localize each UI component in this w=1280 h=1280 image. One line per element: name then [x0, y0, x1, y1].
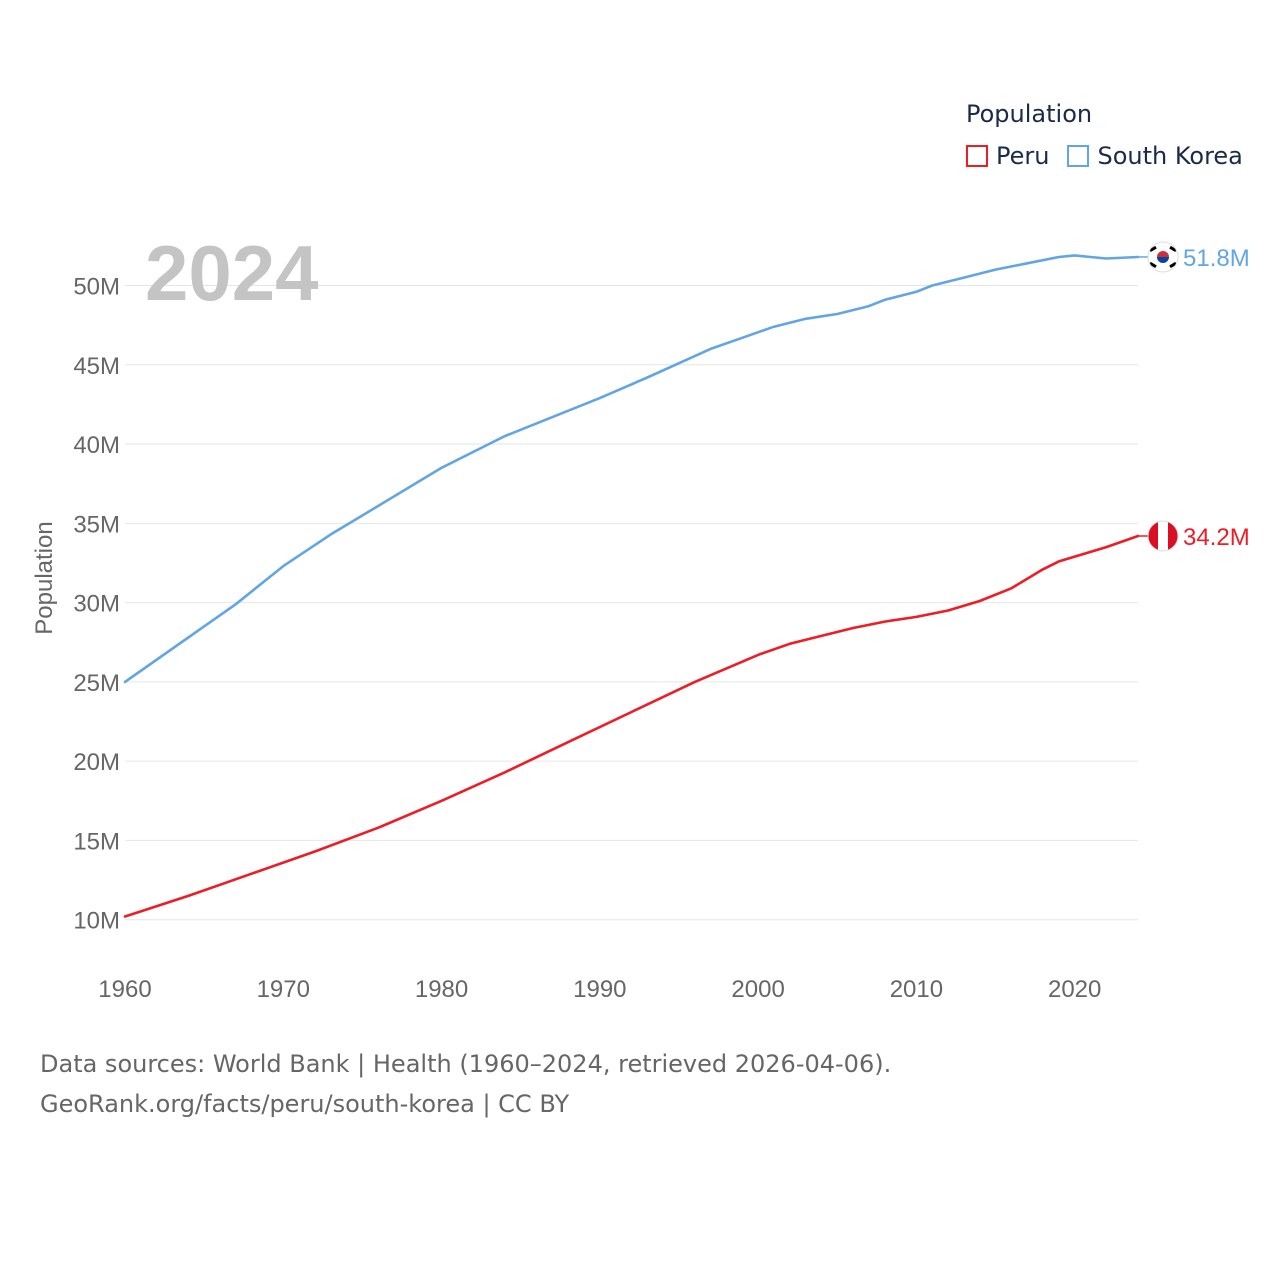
end-value-label-south-korea: 51.8M	[1183, 245, 1250, 272]
footer-sources: Data sources: World Bank | Health (1960–…	[40, 1050, 892, 1078]
legend-title: Population	[966, 100, 1093, 128]
legend-swatch-peru	[966, 145, 988, 167]
legend-label-south-korea: South Korea	[1097, 142, 1243, 170]
x-tick-label: 1960	[98, 976, 151, 1003]
year-label: 2024	[145, 229, 319, 317]
y-tick-label: 30M	[73, 591, 120, 618]
x-tick-label: 2000	[731, 976, 784, 1003]
x-tick-label: 2020	[1048, 976, 1101, 1003]
y-tick-label: 35M	[73, 511, 120, 538]
end-value-label-peru: 34.2M	[1183, 524, 1250, 551]
y-axis-label: Population	[31, 521, 58, 634]
y-tick-label: 50M	[73, 273, 120, 300]
y-tick-label: 25M	[73, 670, 120, 697]
legend-item-south-korea[interactable]: South Korea	[1067, 142, 1243, 170]
y-tick-label: 45M	[73, 353, 120, 380]
x-tick-label: 1980	[415, 976, 468, 1003]
series-line-peru	[123, 534, 1140, 918]
y-tick-label: 40M	[73, 432, 120, 459]
y-tick-label: 15M	[73, 828, 120, 855]
legend-swatch-south-korea	[1067, 145, 1090, 167]
x-tick-label: 2010	[890, 976, 943, 1003]
footer-attribution[interactable]: GeoRank.org/facts/peru/south-korea | CC …	[40, 1090, 570, 1118]
series-line-south-korea	[123, 254, 1140, 684]
legend-item-peru[interactable]: Peru	[966, 142, 1049, 170]
footer: Data sources: World Bank | Health (1960–…	[40, 1044, 891, 1124]
x-tick-label: 1970	[257, 976, 310, 1003]
legend-label-peru: Peru	[996, 142, 1050, 170]
y-tick-label: 10M	[73, 908, 120, 935]
legend: Peru South Korea	[966, 142, 1261, 170]
x-tick-label: 1990	[573, 976, 626, 1003]
south-korea-flag-icon	[1147, 241, 1179, 273]
peru-flag-icon	[1147, 520, 1179, 552]
y-tick-label: 20M	[73, 749, 120, 776]
